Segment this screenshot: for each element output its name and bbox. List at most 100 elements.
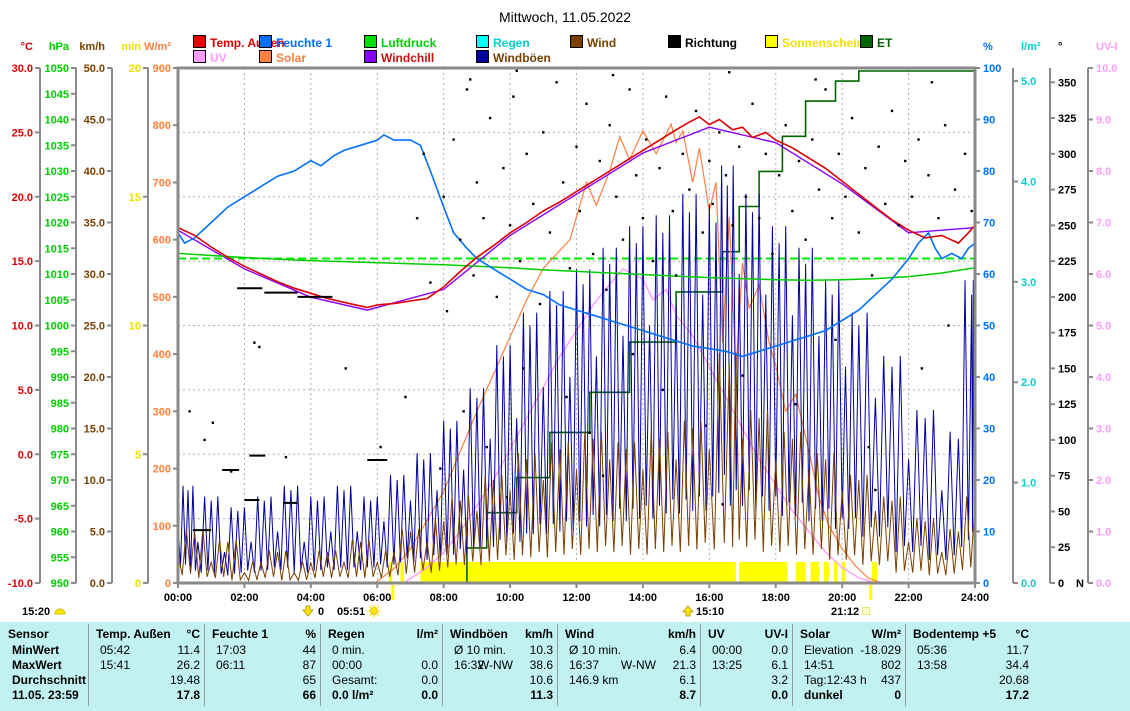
table-column-separator <box>442 624 443 706</box>
axis-tick-label: 30.0 <box>84 269 105 281</box>
direction-dot <box>817 188 821 191</box>
axis-tick-label: 500 <box>153 292 171 304</box>
direction-dot <box>671 209 675 213</box>
direction-dot <box>452 138 455 141</box>
legend-item-windb-en: Windböen <box>476 50 551 65</box>
astro-marker-time: 15:20 <box>22 606 50 618</box>
direction-dot <box>837 152 841 156</box>
axis-tick-label: 300 <box>153 406 171 418</box>
table-column-separator <box>905 624 906 706</box>
direction-dot <box>831 217 834 220</box>
direction-dot <box>508 224 512 227</box>
axis-tick-label: 1050 <box>45 63 69 75</box>
axis-tick-label: 30.0 <box>12 63 33 75</box>
axis-tick-label: 0 <box>135 578 141 590</box>
axis-tick-label: -10.0 <box>8 578 33 590</box>
axis-tick-label: 40 <box>983 372 995 384</box>
direction-dot <box>203 438 206 442</box>
x-axis-label: 22:00 <box>895 592 923 604</box>
axis-tick-label: 60 <box>983 269 995 281</box>
axis-hPa: hPa 1050 1045 1040 1035 1030 1025 1020 1015 1010 1… <box>45 41 77 590</box>
axis-tick-label: 0 <box>983 578 989 590</box>
axis-tick-label: 980 <box>51 424 69 436</box>
axis-tick-label: 275 <box>1058 185 1076 197</box>
axis-°: °350325300275250225200175150125100755025… <box>1049 41 1084 590</box>
table-header-solar: Solar <box>800 627 831 641</box>
axis-km/h: km/h 50.0 45.0 40.0 35.0 30.0 25.0 20.0 15.0 10.0… <box>79 41 113 590</box>
table-cell-value: 10.6 <box>529 673 553 687</box>
table-cell-value: 8.7 <box>679 688 696 702</box>
direction-dot <box>920 367 924 370</box>
table-cell-value: 6.4 <box>679 643 696 657</box>
axis-tick-label: 7.0 <box>1096 218 1111 230</box>
axis-tick-label: 10.0 <box>1096 63 1117 75</box>
direction-dot <box>897 224 900 227</box>
axis-tick-label: 8.0 <box>1096 166 1111 178</box>
series-wind <box>178 352 975 582</box>
direction-dot <box>694 109 698 113</box>
direction-dot <box>422 152 425 156</box>
table-cell-direction: W-NW <box>477 658 513 672</box>
table-cell-value: 10.3 <box>529 643 553 657</box>
table-cell-label: dunkel <box>804 688 843 702</box>
wind-direction-points <box>188 69 973 532</box>
x-axis-label: 04:00 <box>297 592 325 604</box>
axis-tick-label: 5 <box>135 449 141 461</box>
axis-tick-label: 40.0 <box>84 166 105 178</box>
direction-dot <box>475 181 479 184</box>
x-axis: 00:00 02:00 04:00 06:00 08:00 10:00 12:00 14:00… <box>164 583 989 604</box>
direction-dot <box>864 166 867 170</box>
grid <box>178 68 975 583</box>
table-cell-label: 15:41 <box>100 658 131 672</box>
table-cell-label: 11.05. 23:59 <box>12 688 79 702</box>
direction-dot <box>645 138 648 141</box>
direction-dot <box>562 181 565 184</box>
table-column-separator <box>700 624 701 706</box>
direction-dot <box>701 231 704 234</box>
direction-dot <box>608 124 611 127</box>
axis-tick-label: 1020 <box>45 218 69 230</box>
direction-dot <box>482 217 485 220</box>
axis-tick-label: 0 <box>1058 578 1064 590</box>
legend-item-et: ET <box>860 35 893 50</box>
direction-dot <box>953 188 957 191</box>
direction-dot <box>850 116 854 120</box>
axis-W/m²: W/m² 900 800 700 600 500 400 300 200 100 0 <box>144 41 178 590</box>
direction-dot <box>258 345 261 349</box>
axis-tick-label: 100 <box>1058 435 1076 447</box>
direction-dot <box>505 495 508 499</box>
table-cell-value: 0.0 <box>771 688 788 702</box>
legend-swatch <box>364 50 377 63</box>
direction-dot <box>611 73 615 77</box>
legend-swatch <box>476 50 489 63</box>
direction-dot <box>465 88 469 91</box>
direction-dot <box>628 88 631 91</box>
table-cell-label: 146.9 km <box>569 673 619 687</box>
table-cell-value: 11.7 <box>1006 643 1029 657</box>
direction-dot <box>877 145 880 148</box>
sunshine-block <box>739 562 788 583</box>
table-cell-value: 19.48 <box>169 673 200 687</box>
direction-dot <box>930 81 934 84</box>
x-axis-label: 18:00 <box>762 592 790 604</box>
axis-tick-label: 10 <box>129 321 141 333</box>
direction-dot <box>757 217 761 220</box>
axis-title-hpa: hPa <box>49 41 70 53</box>
legend-item-windchill: Windchill <box>364 50 435 65</box>
legend-label: ET <box>877 36 893 50</box>
direction-dot <box>708 159 711 163</box>
table-cell-direction: W-NW <box>620 658 656 672</box>
axis-tick-label: 10.0 <box>12 321 33 333</box>
direction-dot <box>718 131 721 134</box>
axis-tick-label: 25.0 <box>84 321 105 333</box>
axis-tick-label: 20.0 <box>84 372 105 384</box>
sunshine-block <box>833 562 838 583</box>
legend-label: Windchill <box>381 51 435 65</box>
axis-tick-label: 35.0 <box>84 218 105 230</box>
direction-dot <box>615 195 618 198</box>
legend-item-wind: Wind <box>570 35 616 50</box>
direction-dot <box>525 152 528 156</box>
table-cell-value: 65 <box>302 673 316 687</box>
axis-tick-label: 125 <box>1058 399 1076 411</box>
table-header-unit: °C <box>186 627 200 641</box>
